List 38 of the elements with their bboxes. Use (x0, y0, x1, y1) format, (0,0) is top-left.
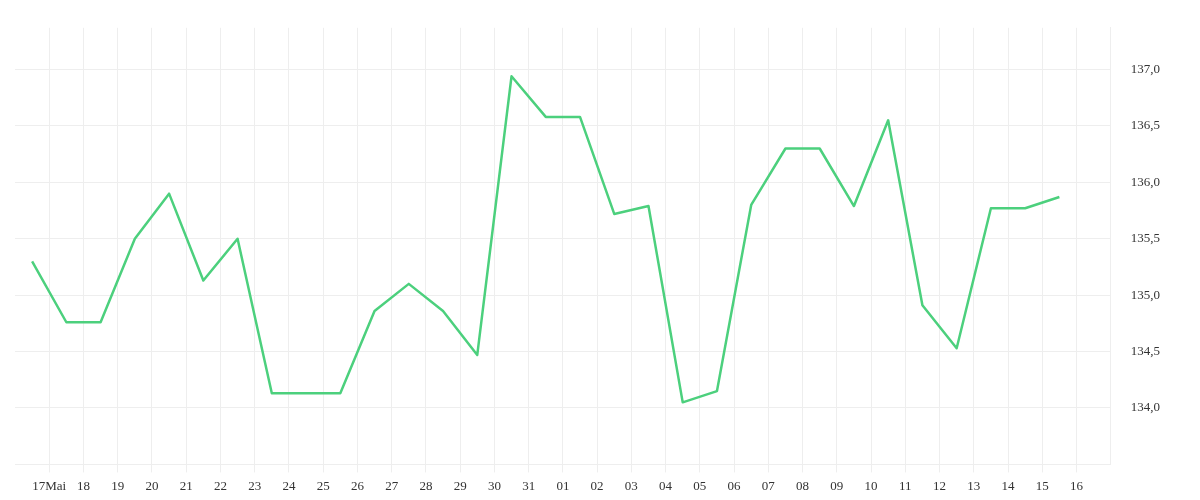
x-tick-label: 28 (419, 477, 433, 493)
y-tick-label: 134,5 (1130, 343, 1160, 359)
x-tick-label: 26 (350, 477, 365, 493)
x-tick-label: 23 (248, 477, 262, 493)
x-tick-label: 02 (590, 477, 604, 493)
y-tick-label: 137,0 (1130, 60, 1160, 76)
x-tick-label: 10 (864, 477, 878, 493)
x-tick-label: 19 (111, 477, 125, 493)
x-tick-label: 24 (282, 477, 296, 493)
y-tick-label: 136,5 (1130, 117, 1160, 133)
x-tick-label: 05 (693, 477, 707, 493)
x-tick-label: 13 (967, 477, 981, 493)
x-tick-label: 20 (145, 477, 159, 493)
x-tick-label: 27 (385, 477, 399, 493)
x-tick-label: 31 (522, 477, 536, 493)
x-tick-label: 09 (830, 477, 844, 493)
x-tick-label: 21 (179, 477, 193, 493)
x-tick-label: 18 (76, 477, 90, 493)
x-tick-label: 22 (213, 477, 227, 493)
x-tick-label: 16 (1070, 477, 1084, 493)
x-tick-label: 01 (556, 477, 570, 493)
x-tick-label: 14 (1001, 477, 1016, 493)
x-tick-label: 11 (899, 477, 912, 493)
x-tick-label: 03 (624, 477, 638, 493)
x-tick-label: 08 (796, 477, 810, 493)
x-tick-label: 30 (487, 477, 501, 493)
x-tick-label: 04 (659, 477, 673, 493)
x-tick-label: 12 (933, 477, 947, 493)
y-tick-label: 136,0 (1130, 173, 1160, 189)
y-tick-label: 134,0 (1130, 399, 1160, 415)
x-tick-label: 07 (761, 477, 776, 493)
x-tick-label: 29 (453, 477, 467, 493)
x-tick-label: 25 (316, 477, 330, 493)
x-tick-label: 06 (727, 477, 742, 493)
y-tick-label: 135,5 (1130, 230, 1160, 246)
x-tick-label: 17Mai (32, 477, 67, 493)
x-tick-label: 15 (1035, 477, 1049, 493)
y-tick-label: 135,0 (1130, 286, 1160, 302)
